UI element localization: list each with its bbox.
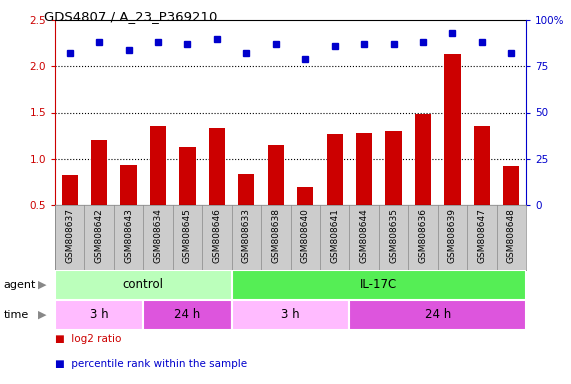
Text: GSM808638: GSM808638 [271,208,280,263]
Text: GSM808637: GSM808637 [65,208,74,263]
Text: GSM808633: GSM808633 [242,208,251,263]
Bar [474,126,490,205]
Text: 3 h: 3 h [90,308,108,321]
Bar [415,114,431,205]
Text: IL-17C: IL-17C [360,278,397,291]
Bar [209,128,225,205]
Text: agent: agent [3,280,36,290]
Text: GSM808644: GSM808644 [360,208,369,263]
Text: ■  log2 ratio: ■ log2 ratio [55,334,122,344]
Text: GSM808648: GSM808648 [507,208,516,263]
Bar [150,126,166,205]
Bar [62,175,78,205]
Text: GSM808643: GSM808643 [124,208,133,263]
Text: GSM808641: GSM808641 [330,208,339,263]
Bar [268,145,284,205]
Text: ■  percentile rank within the sample: ■ percentile rank within the sample [55,359,247,369]
Text: ▶: ▶ [38,280,47,290]
Text: GSM808639: GSM808639 [448,208,457,263]
Bar [327,134,343,205]
Text: GSM808640: GSM808640 [301,208,309,263]
Bar [91,140,107,205]
Text: GSM808645: GSM808645 [183,208,192,263]
Bar [349,300,526,330]
Text: GDS4807 / A_23_P369210: GDS4807 / A_23_P369210 [43,10,217,23]
Text: GSM808646: GSM808646 [212,208,222,263]
Bar [385,131,401,205]
Bar [297,187,313,205]
Text: GSM808635: GSM808635 [389,208,398,263]
Text: 3 h: 3 h [281,308,300,321]
Bar [232,300,349,330]
Bar [238,174,255,205]
Text: GSM808647: GSM808647 [477,208,486,263]
Bar [143,300,232,330]
Bar [179,147,195,205]
Bar [120,165,136,205]
Text: 24 h: 24 h [425,308,451,321]
Bar [444,54,460,205]
Bar [356,133,372,205]
Bar [55,270,232,300]
Bar [232,270,526,300]
Text: ▶: ▶ [38,310,47,320]
Text: 24 h: 24 h [174,308,200,321]
Text: control: control [123,278,164,291]
Text: time: time [3,310,29,320]
Text: GSM808636: GSM808636 [419,208,428,263]
Bar [55,300,143,330]
Text: GSM808642: GSM808642 [95,208,104,263]
Text: GSM808634: GSM808634 [154,208,163,263]
Bar [503,166,520,205]
